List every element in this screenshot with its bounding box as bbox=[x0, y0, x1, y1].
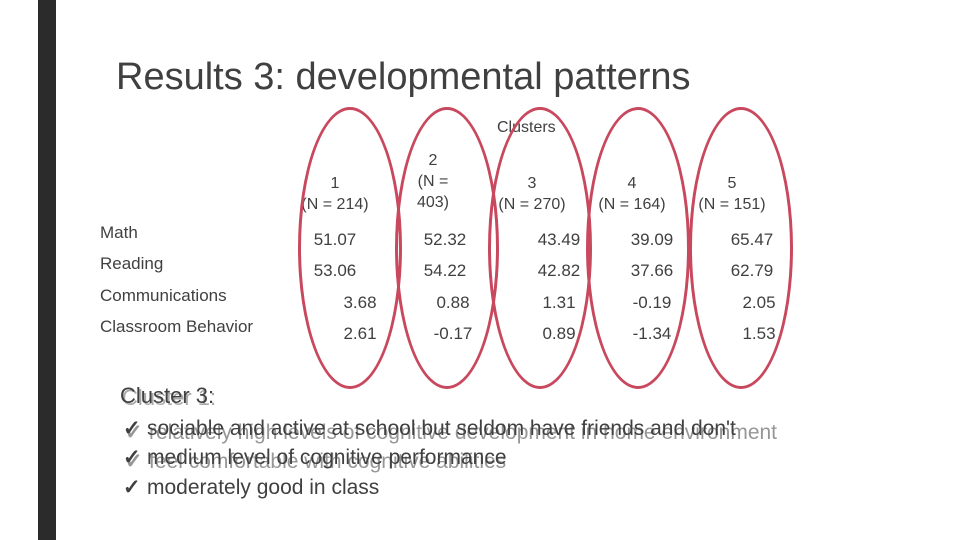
column-number: 4 bbox=[627, 175, 637, 192]
cluster-label-overlap: Cluster 1: bbox=[122, 385, 217, 410]
bullet-text: sociable and active at school but seldom… bbox=[147, 417, 736, 440]
table-caption: Clusters bbox=[497, 119, 556, 136]
table-cell: 54.22 bbox=[423, 261, 467, 280]
checkmark-icon: ✓ bbox=[123, 417, 141, 440]
table-cell: 43.49 bbox=[537, 230, 581, 249]
bullet-2: ✓ medium level of cognitive performance bbox=[123, 445, 507, 470]
table-cell: 0.88 bbox=[436, 293, 470, 312]
table-cell: -1.34 bbox=[632, 324, 672, 343]
bullet-text: medium level of cognitive performance bbox=[147, 446, 507, 469]
row-label-math: Math bbox=[100, 223, 138, 242]
table-cell: 65.47 bbox=[730, 230, 774, 249]
column-header-4: 4 (N = 164) bbox=[577, 173, 687, 215]
row-label-reading: Reading bbox=[100, 254, 164, 273]
table-cell: 62.79 bbox=[730, 261, 774, 280]
slide-title: Results 3: developmental patterns bbox=[116, 56, 691, 98]
column-header-3: 3 (N = 270) bbox=[477, 173, 587, 215]
column-header-1: 1 (N = 214) bbox=[280, 173, 390, 215]
row-label-classroom-behavior: Classroom Behavior bbox=[100, 317, 254, 336]
column-n: (N = bbox=[417, 173, 449, 190]
column-n: (N = 270) bbox=[498, 196, 566, 213]
bullet-text: relatively high levels of cognitive deve… bbox=[149, 421, 778, 444]
table-cell: -0.19 bbox=[632, 293, 672, 312]
table-cell: 51.07 bbox=[313, 230, 357, 249]
bullet-overlap-2: ✓ feel comfortable with cognitive abiliti… bbox=[125, 449, 506, 474]
column-header-5: 5 (N = 151) bbox=[677, 173, 787, 215]
checkmark-icon: ✓ bbox=[123, 446, 141, 469]
column-number: 3 bbox=[527, 175, 537, 192]
column-header-2: 2 (N = 403) bbox=[378, 150, 488, 213]
column-n: (N = 151) bbox=[698, 196, 766, 213]
table-cell: 3.68 bbox=[343, 293, 377, 312]
checkmark-icon: ✓ bbox=[125, 421, 143, 444]
table-cell: 0.89 bbox=[542, 324, 576, 343]
checkmark-icon: ✓ bbox=[123, 476, 141, 499]
cluster-label: Cluster 3: bbox=[120, 383, 215, 408]
table-cell: -0.17 bbox=[433, 324, 473, 343]
column-number: 2 bbox=[428, 152, 438, 169]
bullet-overlap-1: ✓ relatively high levels of cognitive dev… bbox=[125, 420, 777, 445]
table-cell: 2.61 bbox=[343, 324, 377, 343]
table-cell: 42.82 bbox=[537, 261, 581, 280]
bullet-3: ✓ moderately good in class bbox=[123, 475, 379, 500]
table-cell: 53.06 bbox=[313, 261, 357, 280]
column-n: 403) bbox=[416, 194, 450, 211]
bullet-text: moderately good in class bbox=[147, 476, 380, 499]
table-cell: 39.09 bbox=[630, 230, 674, 249]
row-label-communications: Communications bbox=[100, 286, 227, 305]
checkmark-icon: ✓ bbox=[125, 450, 143, 473]
table-cell: 1.31 bbox=[542, 293, 576, 312]
bullet-1: ✓ sociable and active at school but seldo… bbox=[123, 416, 736, 441]
left-accent-bar bbox=[38, 0, 56, 540]
bullet-text: feel comfortable with cognitive abilitie… bbox=[149, 450, 507, 473]
table-cell: 37.66 bbox=[630, 261, 674, 280]
table-cell: 1.53 bbox=[742, 324, 776, 343]
table-cell: 2.05 bbox=[742, 293, 776, 312]
table-cell: 52.32 bbox=[423, 230, 467, 249]
column-n: (N = 164) bbox=[598, 196, 666, 213]
column-n: (N = 214) bbox=[301, 196, 369, 213]
column-number: 1 bbox=[330, 175, 340, 192]
column-number: 5 bbox=[727, 175, 737, 192]
